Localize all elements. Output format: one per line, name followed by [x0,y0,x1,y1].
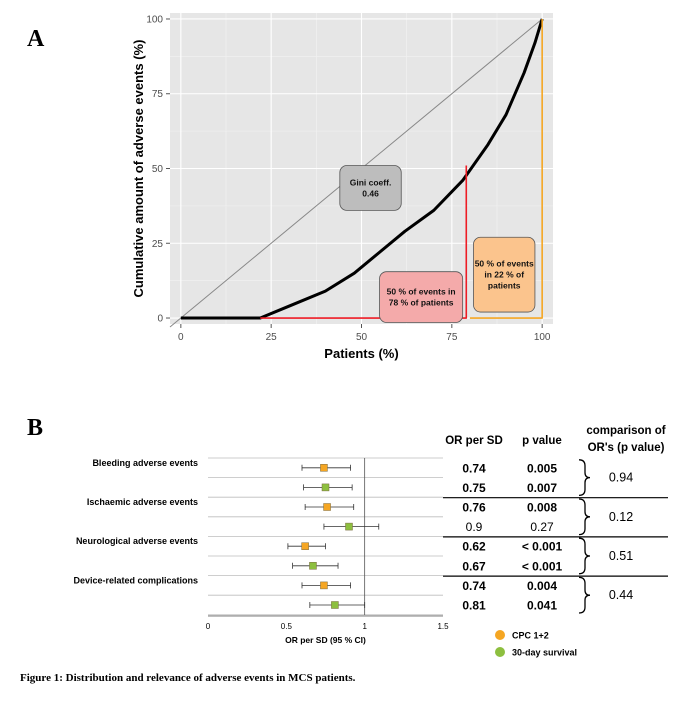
header-or: OR per SD [445,435,503,447]
lorenz-curve-chart: 0 25 50 75 100 0 25 50 75 100 Gini coeff.0.46 50 % … [131,13,553,361]
annotation-text: patients [488,281,521,291]
x-tick-label: 50 [356,332,368,343]
or-marker [345,522,353,531]
series-marker-22 [469,18,543,319]
x-tick-label: 25 [266,332,278,343]
x-tick-label: 0.5 [281,622,293,631]
p-value: 0.007 [527,481,557,495]
x-tick-label: 75 [446,332,458,343]
y-tick-label: 50 [152,164,164,175]
p-value: 0.041 [527,599,557,613]
y-tick-label: 100 [146,14,163,25]
forest-row [301,581,351,590]
annotation-text: in 22 % of [484,270,524,280]
legend-marker [495,630,505,640]
legend-label: CPC 1+2 [512,631,549,641]
p-value: 0.008 [527,501,557,515]
forest-row [301,464,351,472]
forest-row [309,601,366,609]
forest-row [292,562,339,570]
comparison-brace [578,459,591,497]
x-tick-label: 0 [178,332,184,343]
header-p: p value [522,435,562,447]
group-label: Ischaemic adverse events [87,497,198,507]
or-value: 0.67 [462,559,486,573]
x-axis-label: Patients (%) [324,346,398,361]
comparison-value: 0.44 [609,588,633,602]
y-tick-label: 75 [152,89,164,100]
x-axis-label: OR per SD (95 % CI) [285,635,366,645]
x-tick-label: 1.5 [437,622,449,631]
or-marker [320,464,328,472]
or-marker [321,483,330,492]
annotation-text: 0.46 [362,188,379,198]
annotation-text: 50 % of events in [387,287,456,297]
or-value: 0.9 [466,520,483,534]
series-marker-78 [260,165,468,319]
annotation-text: 78 % of patients [389,298,454,308]
or-marker [323,503,331,511]
comparison-value: 0.12 [609,510,633,524]
comparison-value: 0.51 [609,549,633,563]
forest-row [304,503,355,511]
group-label: Device-related complications [73,575,198,585]
or-marker [309,562,317,570]
p-value: < 0.001 [522,540,563,554]
figure-caption: Figure 1: Distribution and relevance of … [20,672,356,684]
p-value: 0.004 [527,579,557,593]
or-marker [301,542,309,550]
or-value: 0.75 [462,481,486,495]
annotation-box [339,165,402,211]
x-tick-label: 0 [206,622,211,631]
annotation-text: Gini coeff. [350,177,392,187]
forest-row [287,542,326,550]
comparison-value: 0.94 [609,471,633,485]
or-value: 0.74 [462,579,486,593]
p-value: 0.27 [530,520,554,534]
x-tick-label: 1 [362,622,367,631]
annotation-box [473,236,536,313]
group-label: Bleeding adverse events [92,458,198,468]
x-tick-label: 100 [534,332,551,343]
y-tick-label: 0 [157,314,163,325]
annotation-text: 50 % of events [475,259,534,269]
header-comparison: OR's (p value) [588,442,665,454]
or-value: 0.62 [462,540,486,554]
group-label: Neurological adverse events [76,536,198,546]
or-value: 0.81 [462,599,486,613]
comparison-brace [578,537,591,575]
annotation-box [379,271,464,323]
comparison-brace [578,576,591,614]
p-value: < 0.001 [522,559,563,573]
legend-label: 30-day survival [512,648,577,658]
y-tick-label: 25 [152,239,164,250]
legend-marker [495,647,505,657]
annotation-gini: Gini coeff.0.46 [339,165,402,211]
or-marker [320,581,328,590]
forest-row [323,522,380,531]
series-lorenz [180,18,544,320]
header-comparison: comparison of [586,425,665,437]
p-value: 0.005 [527,461,557,475]
y-axis-label: Cumulative amount of adverse events (%) [131,40,146,298]
panel-a-label: A [27,26,45,52]
or-marker [331,601,339,609]
forest-plot-chart: OR per SD p value comparison of OR's (p val… [73,425,668,658]
forest-row [303,483,353,492]
or-value: 0.74 [462,461,486,475]
comparison-brace [578,498,591,536]
or-value: 0.76 [462,501,486,515]
panel-b-label: B [27,415,44,441]
